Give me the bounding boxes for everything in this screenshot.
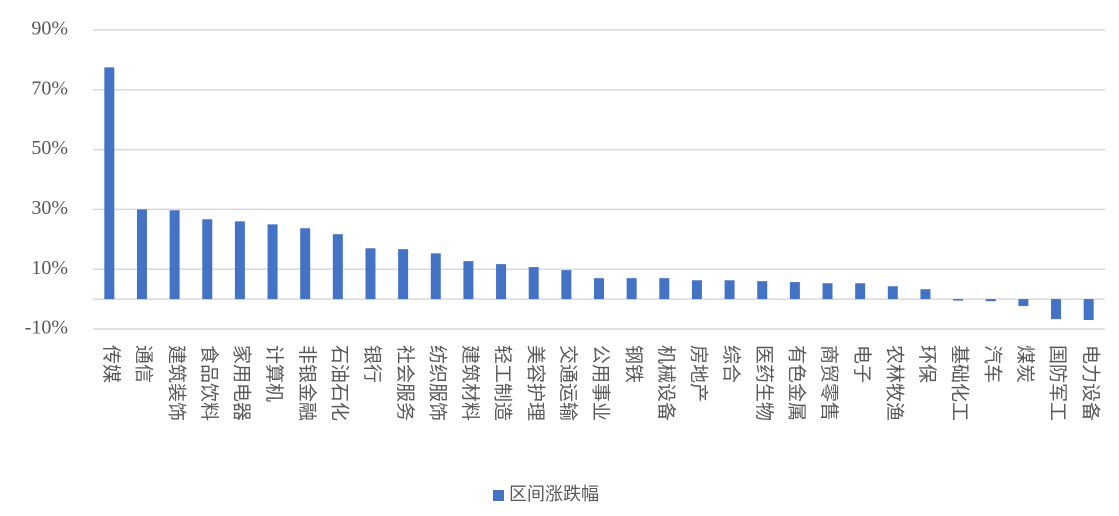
bar [920, 289, 931, 300]
x-tick-label: 综合 [720, 345, 742, 383]
bar [822, 283, 833, 300]
bar [626, 278, 637, 300]
y-tick-label: 50% [31, 137, 68, 159]
bar [430, 253, 441, 300]
x-tick-label: 农林牧渔 [883, 345, 905, 421]
bar [789, 282, 800, 300]
bar [1083, 299, 1094, 321]
bar [528, 267, 539, 300]
bar [332, 234, 343, 300]
x-tick-label: 家用电器 [231, 345, 253, 421]
x-tick-label: 社会服务 [394, 345, 416, 421]
x-tick-label: 建筑装饰 [165, 345, 187, 421]
legend-label: 区间涨跌幅 [509, 484, 599, 504]
x-tick-label: 食品饮料 [198, 345, 220, 421]
x-tick-label: 计算机 [263, 345, 285, 402]
x-tick-label: 商贸零售 [818, 345, 840, 421]
bar [496, 264, 507, 300]
x-tick-label: 建筑材料 [459, 345, 481, 421]
bar [659, 278, 670, 300]
bar [300, 228, 311, 300]
x-tick-label: 电力设备 [1079, 345, 1101, 421]
x-tick-label: 非银金融 [296, 345, 318, 421]
legend-swatch [493, 490, 504, 501]
x-tick-label: 纺织服饰 [426, 345, 448, 421]
x-tick-label: 环保 [916, 345, 938, 383]
bar [267, 224, 278, 300]
y-tick-label: 30% [31, 197, 68, 219]
x-tick-label: 汽车 [981, 345, 1003, 383]
bar [234, 221, 245, 300]
x-tick-label: 交通运输 [557, 345, 579, 421]
bar [1051, 299, 1062, 320]
bar [136, 209, 147, 300]
bar [953, 299, 964, 301]
x-tick-label: 房地产 [688, 345, 710, 402]
x-tick-label: 通信 [133, 345, 155, 383]
y-tick-label: -10% [25, 317, 68, 339]
bar [104, 67, 115, 300]
bar [985, 299, 996, 302]
x-tick-label: 电子 [851, 345, 873, 383]
bar [463, 261, 474, 300]
bar [855, 283, 866, 300]
x-tick-label: 银行 [361, 345, 383, 383]
x-tick-label: 医药生物 [753, 345, 775, 421]
bar [594, 278, 604, 300]
bar [202, 219, 213, 300]
bar [724, 280, 735, 300]
bar [561, 270, 572, 300]
y-tick-label: 90% [31, 18, 68, 40]
x-tick-label: 国防军工 [1047, 345, 1069, 421]
x-tick-label: 钢铁 [622, 345, 644, 383]
bar [757, 281, 768, 300]
bar [1018, 299, 1029, 306]
bar [365, 248, 376, 300]
bar [887, 286, 898, 300]
x-tick-label: 机械设备 [655, 345, 677, 421]
bar [169, 210, 180, 300]
bar [398, 249, 409, 300]
y-tick-label: 70% [31, 77, 68, 99]
y-tick-label: 10% [31, 257, 68, 279]
x-tick-label: 煤炭 [1014, 345, 1036, 383]
x-tick-label: 美容护理 [524, 345, 546, 421]
x-tick-label: 公用事业 [590, 345, 612, 421]
x-tick-label: 传媒 [100, 345, 122, 383]
x-tick-label: 石油石化 [328, 345, 350, 421]
x-tick-label: 基础化工 [949, 345, 971, 421]
bar [691, 280, 702, 300]
x-tick-label: 轻工制造 [492, 345, 514, 421]
x-tick-label: 有色金属 [786, 345, 808, 421]
